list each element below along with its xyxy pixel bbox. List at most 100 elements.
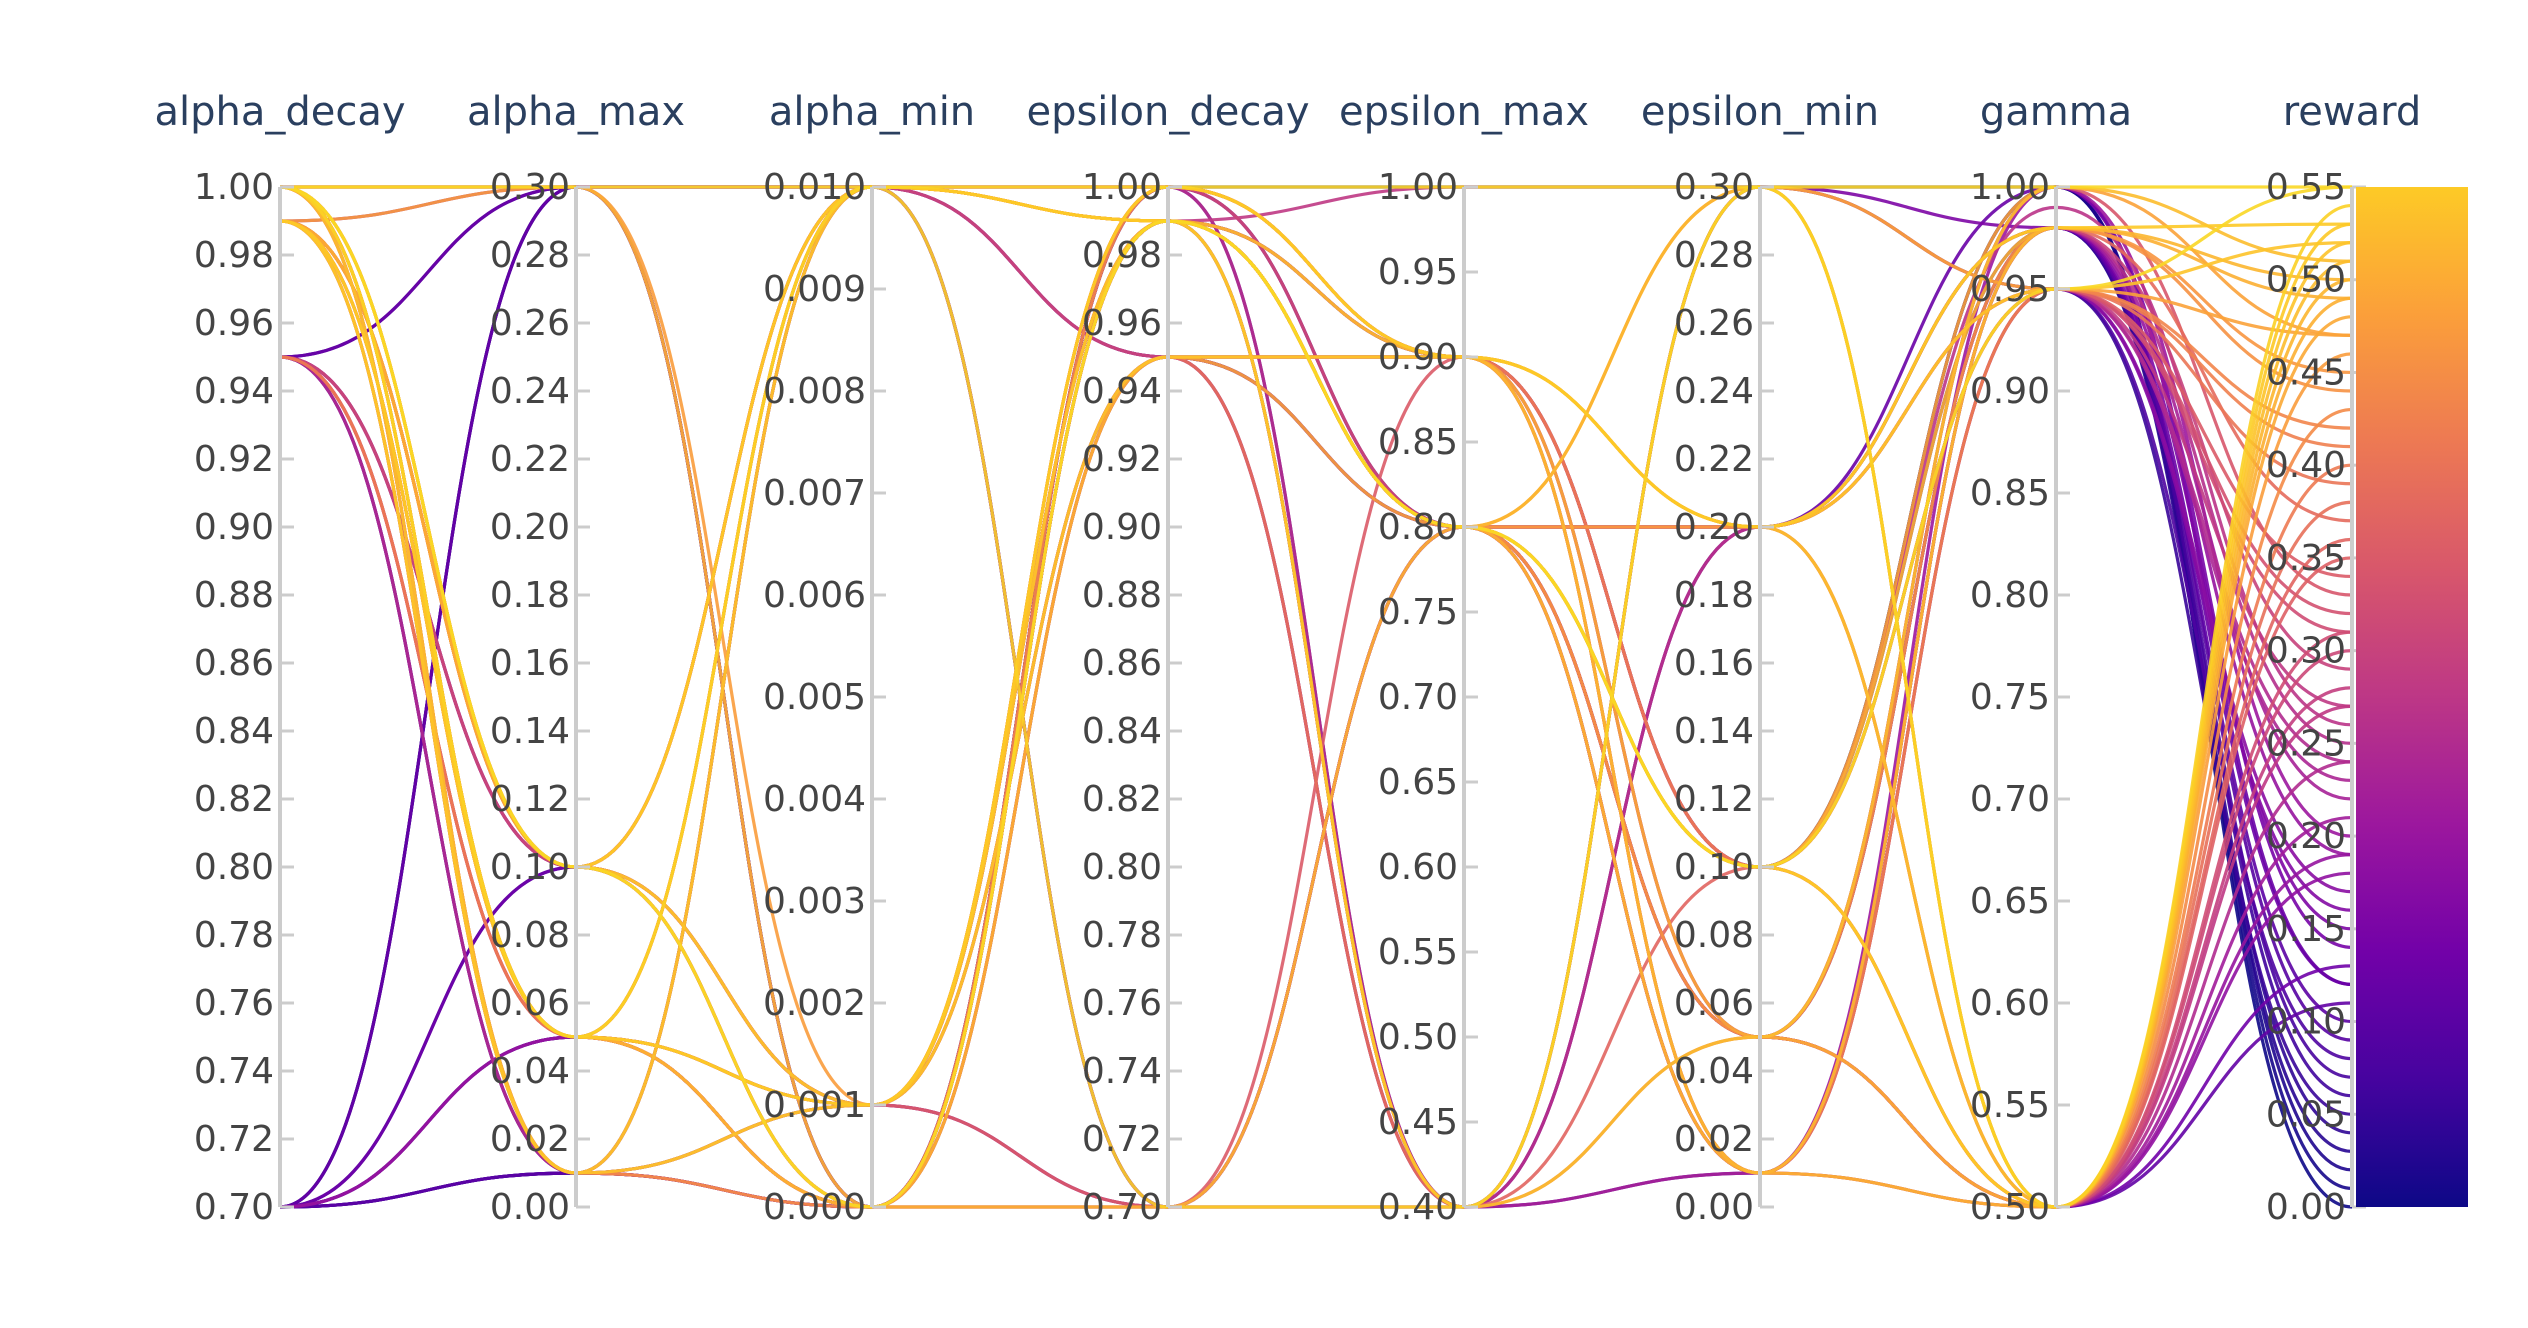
axis-title-epsilon_decay: epsilon_decay (1026, 89, 1309, 135)
tick-label-epsilon_decay-10: 0.80 (1082, 847, 1162, 888)
axis-alpha_min[interactable]: alpha_min 0.010 0.009 0.008 0.007 0.006 0.005 0… (763, 89, 975, 1228)
tick-label-alpha_decay-4: 0.92 (194, 439, 274, 480)
tick-label-alpha_min-7: 0.003 (763, 881, 866, 922)
polyline-61 (279, 185, 2353, 1107)
tick-label-epsilon_max-12: 0.40 (1378, 1187, 1458, 1228)
tick-label-gamma-3: 0.85 (1970, 473, 2050, 514)
tick-label-epsilon_min-3: 0.24 (1674, 371, 1754, 412)
axis-reward[interactable]: reward 0.55 0.50 0.45 0.40 0.35 0.30 0.25 0.20 0.… (2266, 89, 2421, 1228)
polyline-64 (279, 185, 2353, 1107)
tick-label-alpha_min-2: 0.008 (763, 371, 866, 412)
tick-label-alpha_min-10: 0.000 (763, 1187, 866, 1228)
tick-label-gamma-7: 0.65 (1970, 881, 2050, 922)
tick-label-epsilon_decay-9: 0.82 (1082, 779, 1162, 820)
tick-label-alpha_max-14: 0.02 (490, 1119, 570, 1160)
axis-gamma[interactable]: gamma 1.00 0.95 0.90 0.85 0.80 0.75 0.70 0.65 0.6… (1970, 89, 2132, 1228)
tick-label-alpha_decay-12: 0.76 (194, 983, 274, 1024)
polyline-65 (279, 185, 2353, 1209)
tick-label-reward-6: 0.25 (2266, 723, 2346, 764)
tick-label-alpha_max-11: 0.08 (490, 915, 570, 956)
tick-label-epsilon_min-0: 0.30 (1674, 167, 1754, 208)
tick-label-alpha_decay-9: 0.82 (194, 779, 274, 820)
tick-label-epsilon_decay-15: 0.70 (1082, 1187, 1162, 1228)
tick-label-alpha_decay-8: 0.84 (194, 711, 274, 752)
tick-label-alpha_decay-5: 0.90 (194, 507, 274, 548)
polyline-17 (279, 287, 2353, 1209)
tick-label-epsilon_max-0: 1.00 (1378, 167, 1458, 208)
tick-label-epsilon_max-10: 0.50 (1378, 1017, 1458, 1058)
tick-label-epsilon_min-15: 0.00 (1674, 1187, 1754, 1228)
axis-title-gamma: gamma (1980, 89, 2132, 135)
tick-label-alpha_min-1: 0.009 (763, 269, 866, 310)
tick-label-reward-10: 0.05 (2266, 1094, 2346, 1135)
tick-label-epsilon_min-10: 0.10 (1674, 847, 1754, 888)
axis-alpha_max[interactable]: alpha_max 0.30 0.28 0.26 0.24 0.22 0.20 0.18 0.1… (467, 89, 685, 1228)
tick-label-epsilon_decay-1: 0.98 (1082, 235, 1162, 276)
tick-label-epsilon_max-6: 0.70 (1378, 677, 1458, 718)
tick-label-alpha_max-6: 0.18 (490, 575, 570, 616)
tick-label-alpha_decay-7: 0.86 (194, 643, 274, 684)
tick-label-gamma-2: 0.90 (1970, 371, 2050, 412)
tick-label-alpha_max-13: 0.04 (490, 1051, 570, 1092)
tick-label-gamma-8: 0.60 (1970, 983, 2050, 1024)
axis-title-alpha_max: alpha_max (467, 89, 685, 135)
tick-label-epsilon_decay-3: 0.94 (1082, 371, 1162, 412)
tick-label-reward-1: 0.50 (2266, 260, 2346, 301)
tick-label-gamma-10: 0.50 (1970, 1187, 2050, 1228)
tick-label-alpha_max-3: 0.24 (490, 371, 570, 412)
tick-label-epsilon_decay-14: 0.72 (1082, 1119, 1162, 1160)
colorbar-gradient (2356, 187, 2468, 1207)
polyline-15 (279, 185, 2353, 1107)
tick-label-alpha_max-1: 0.28 (490, 235, 570, 276)
tick-label-reward-4: 0.35 (2266, 538, 2346, 579)
polyline-38 (279, 185, 2353, 1107)
axis-title-reward: reward (2283, 89, 2422, 135)
tick-label-reward-2: 0.45 (2266, 352, 2346, 393)
tick-label-epsilon_decay-8: 0.84 (1082, 711, 1162, 752)
axis-title-alpha_decay: alpha_decay (154, 89, 405, 135)
tick-label-reward-8: 0.15 (2266, 909, 2346, 950)
tick-label-gamma-0: 1.00 (1970, 167, 2050, 208)
tick-label-alpha_max-7: 0.16 (490, 643, 570, 684)
tick-label-alpha_decay-2: 0.96 (194, 303, 274, 344)
axis-alpha_decay[interactable]: alpha_decay 1.00 0.98 0.96 0.94 0.92 0.90 0.88 0… (154, 89, 405, 1228)
tick-label-epsilon_min-5: 0.20 (1674, 507, 1754, 548)
axis-title-alpha_min: alpha_min (769, 89, 975, 135)
tick-label-reward-11: 0.00 (2266, 1187, 2346, 1228)
polyline-8 (279, 287, 2353, 1209)
tick-label-epsilon_decay-13: 0.74 (1082, 1051, 1162, 1092)
tick-label-alpha_decay-3: 0.94 (194, 371, 274, 412)
tick-label-epsilon_max-2: 0.90 (1378, 337, 1458, 378)
tick-label-alpha_max-12: 0.06 (490, 983, 570, 1024)
tick-label-epsilon_max-1: 0.95 (1378, 252, 1458, 293)
colorbar (2356, 187, 2468, 1207)
tick-label-gamma-6: 0.70 (1970, 779, 2050, 820)
tick-label-epsilon_decay-6: 0.88 (1082, 575, 1162, 616)
axis-epsilon_min[interactable]: epsilon_min 0.30 0.28 0.26 0.24 0.22 0.20 0.18 0… (1641, 89, 1879, 1228)
axis-title-epsilon_min: epsilon_min (1641, 89, 1879, 135)
tick-label-alpha_max-15: 0.00 (490, 1187, 570, 1228)
tick-label-alpha_min-5: 0.005 (763, 677, 866, 718)
axis-epsilon_max[interactable]: epsilon_max 1.00 0.95 0.90 0.85 0.80 0.75 0.70 0… (1339, 89, 1589, 1228)
tick-label-alpha_max-5: 0.20 (490, 507, 570, 548)
axes-layer: alpha_decay 1.00 0.98 0.96 0.94 0.92 0.90 0.88 0… (154, 89, 2421, 1228)
tick-label-epsilon_max-8: 0.60 (1378, 847, 1458, 888)
tick-label-epsilon_decay-12: 0.76 (1082, 983, 1162, 1024)
tick-label-epsilon_decay-4: 0.92 (1082, 439, 1162, 480)
tick-label-alpha_decay-15: 0.70 (194, 1187, 274, 1228)
axis-epsilon_decay[interactable]: epsilon_decay 1.00 0.98 0.96 0.94 0.92 0.90 0.8… (1026, 89, 1309, 1228)
tick-label-epsilon_decay-2: 0.96 (1082, 303, 1162, 344)
tick-label-epsilon_decay-0: 1.00 (1082, 167, 1162, 208)
tick-label-epsilon_min-8: 0.14 (1674, 711, 1754, 752)
tick-label-gamma-5: 0.75 (1970, 677, 2050, 718)
tick-label-alpha_decay-6: 0.88 (194, 575, 274, 616)
tick-label-gamma-4: 0.80 (1970, 575, 2050, 616)
tick-label-epsilon_min-14: 0.02 (1674, 1119, 1754, 1160)
tick-label-alpha_min-3: 0.007 (763, 473, 866, 514)
tick-label-epsilon_min-11: 0.08 (1674, 915, 1754, 956)
tick-label-alpha_min-0: 0.010 (763, 167, 866, 208)
tick-label-reward-5: 0.30 (2266, 631, 2346, 672)
tick-label-alpha_min-6: 0.004 (763, 779, 866, 820)
tick-label-alpha_decay-13: 0.74 (194, 1051, 274, 1092)
tick-label-gamma-9: 0.55 (1970, 1085, 2050, 1126)
